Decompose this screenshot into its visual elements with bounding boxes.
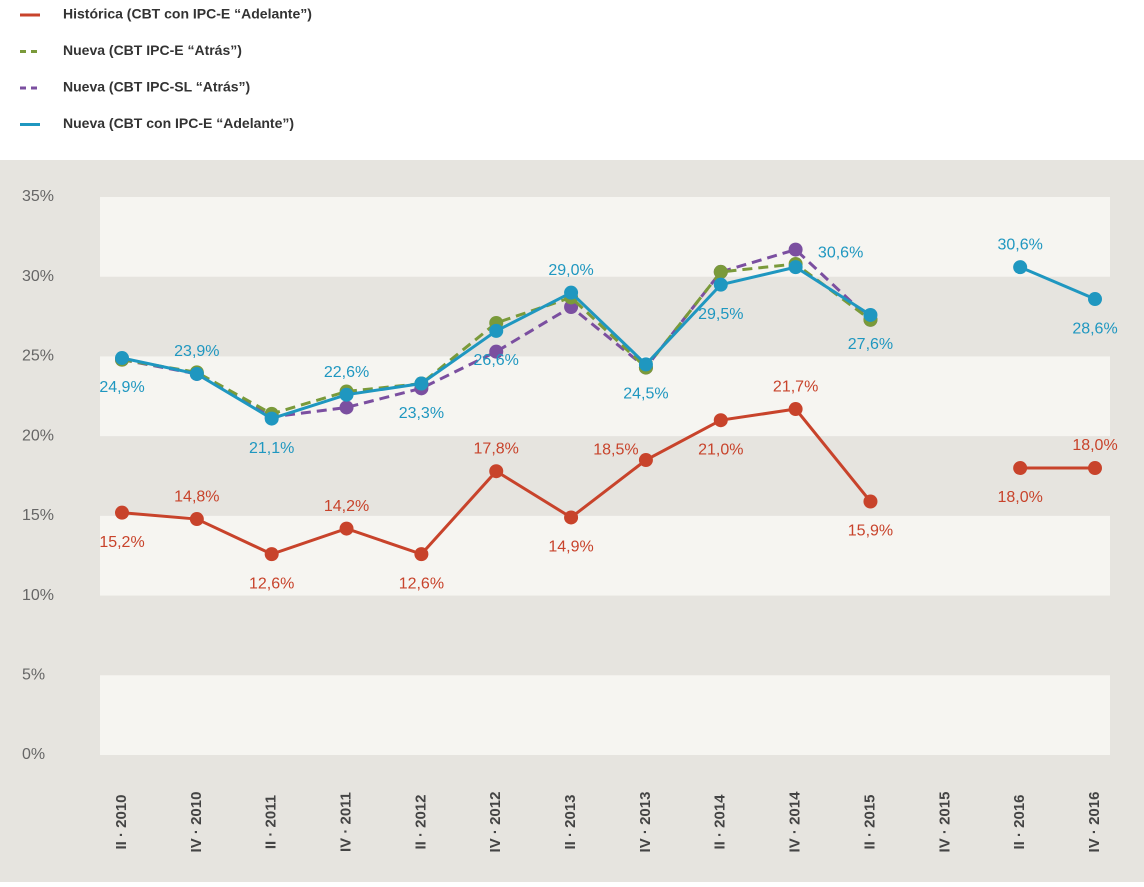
data-label: 15,9% <box>848 523 893 540</box>
x-tick-label: II · 2011 <box>263 795 280 849</box>
x-tick-label: IV · 2013 <box>637 792 654 853</box>
data-point <box>264 411 279 426</box>
data-label: 30,6% <box>997 236 1042 253</box>
data-label: 15,2% <box>99 534 144 551</box>
data-label: 26,6% <box>474 352 519 369</box>
y-tick-label: 0% <box>22 746 45 763</box>
data-point <box>638 357 653 372</box>
x-tick-label: II · 2012 <box>412 794 429 849</box>
series-line <box>1019 265 1096 301</box>
data-label: 29,5% <box>698 306 743 323</box>
x-tick-label: IV · 2012 <box>487 792 504 853</box>
data-point <box>339 400 354 415</box>
x-tick-label: IV · 2014 <box>787 791 804 853</box>
data-point <box>189 366 204 381</box>
data-point <box>489 464 504 479</box>
data-point <box>115 505 129 520</box>
x-tick-label: II · 2016 <box>1011 794 1028 849</box>
data-label: 14,8% <box>174 488 219 505</box>
data-point <box>189 512 204 527</box>
data-point <box>564 285 579 300</box>
data-point <box>264 547 279 562</box>
grid-band <box>100 197 1110 277</box>
data-label: 18,0% <box>997 489 1042 506</box>
data-label: 14,2% <box>324 498 369 515</box>
data-point <box>564 300 579 315</box>
grid-band <box>100 675 1110 755</box>
data-point <box>713 277 728 292</box>
x-tick-label: II · 2014 <box>712 794 729 850</box>
data-label: 22,6% <box>324 364 369 381</box>
x-tick-label: II · 2010 <box>113 794 130 849</box>
data-label: 28,6% <box>1072 320 1117 337</box>
data-label: 18,0% <box>1072 437 1117 454</box>
x-tick-label: IV · 2016 <box>1086 792 1103 853</box>
data-label: 23,9% <box>174 343 219 360</box>
series-line <box>121 262 872 416</box>
grid-band <box>100 356 1110 437</box>
data-label: 18,5% <box>593 441 638 458</box>
data-label: 12,6% <box>249 575 294 592</box>
x-tick-label: IV · 2010 <box>188 792 205 853</box>
data-point <box>414 547 429 562</box>
data-point <box>339 387 354 402</box>
data-point <box>863 307 878 322</box>
y-tick-label: 20% <box>22 427 54 444</box>
x-tick-label: II · 2015 <box>861 794 878 849</box>
data-label: 12,6% <box>399 575 444 592</box>
y-tick-label: 35% <box>22 188 54 205</box>
y-tick-label: 25% <box>22 348 54 365</box>
data-label: 24,9% <box>99 379 144 396</box>
data-point <box>788 242 803 257</box>
data-label: 23,3% <box>399 405 444 422</box>
y-tick-label: 30% <box>22 268 54 285</box>
data-point <box>115 351 129 366</box>
y-tick-label: 15% <box>22 507 54 524</box>
legend-label: Nueva (CBT IPC-SL “Atrás”) <box>63 79 250 95</box>
data-point <box>863 494 878 509</box>
data-point <box>1088 292 1102 307</box>
data-point <box>339 521 354 536</box>
data-label: 27,6% <box>848 336 893 353</box>
data-label: 21,7% <box>773 378 818 395</box>
data-label: 21,1% <box>249 440 294 457</box>
legend-label: Nueva (CBT IPC-E “Atrás”) <box>63 42 242 58</box>
data-point <box>489 344 504 359</box>
data-label: 30,6% <box>818 244 863 261</box>
data-label: 21,0% <box>698 441 743 458</box>
data-point <box>489 323 504 338</box>
data-point <box>788 402 803 417</box>
legend-label: Nueva (CBT con IPC-E “Adelante”) <box>63 115 294 131</box>
x-tick-label: IV · 2011 <box>338 792 355 852</box>
x-tick-label: II · 2013 <box>562 794 579 849</box>
data-point <box>414 376 429 391</box>
data-label: 17,8% <box>474 440 519 457</box>
y-tick-label: 10% <box>22 587 54 604</box>
data-point <box>1013 461 1028 476</box>
data-point <box>713 264 728 279</box>
data-label: 24,5% <box>623 386 668 403</box>
y-tick-label: 5% <box>22 667 45 684</box>
data-point <box>788 260 803 275</box>
data-label: 29,0% <box>548 262 593 279</box>
data-label: 14,9% <box>548 539 593 556</box>
data-point <box>564 510 579 525</box>
data-point <box>1013 260 1028 275</box>
data-point <box>713 413 728 428</box>
legend-label: Histórica (CBT con IPC-E “Adelante”) <box>63 6 312 22</box>
data-point <box>638 453 653 468</box>
x-tick-label: IV · 2015 <box>936 792 953 853</box>
data-point <box>1088 461 1102 476</box>
